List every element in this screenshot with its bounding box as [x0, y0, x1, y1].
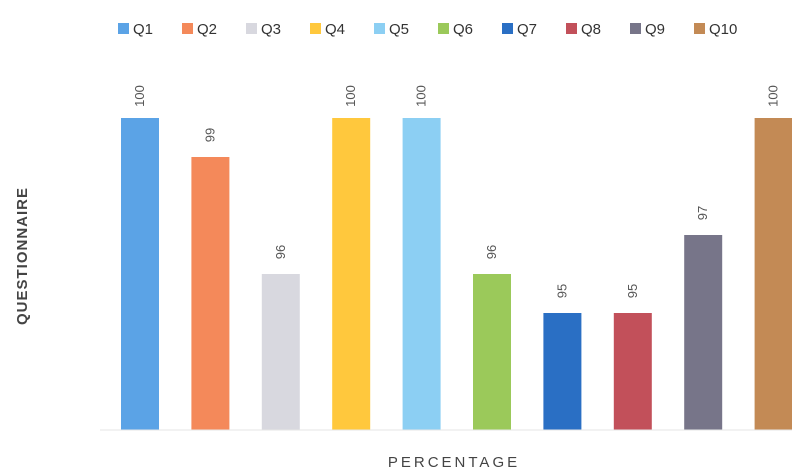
- legend-swatch-q7: [502, 23, 513, 34]
- bar-q9: [684, 235, 723, 430]
- legend-label-q2: Q2: [197, 21, 217, 38]
- bars: [121, 118, 792, 430]
- legend-label-q3: Q3: [261, 21, 281, 38]
- bar-q10: [754, 118, 792, 430]
- data-label-q6: 96: [484, 245, 499, 259]
- legend-swatch-q5: [374, 23, 385, 34]
- legend-label-q9: Q9: [645, 21, 665, 38]
- data-label-q1: 100: [132, 85, 147, 107]
- bar-q3: [261, 274, 300, 430]
- bar-q5: [402, 118, 441, 430]
- legend-swatch-q10: [694, 23, 705, 34]
- legend-label-q7: Q7: [517, 21, 537, 38]
- data-label-q5: 100: [414, 85, 429, 107]
- bar-q8: [613, 313, 652, 430]
- data-label-q8: 95: [625, 284, 640, 298]
- legend-swatch-q6: [438, 23, 449, 34]
- data-labels: 100 99 96 100 100 96 95 95 97 100: [132, 85, 781, 298]
- legend-swatch-q4: [310, 23, 321, 34]
- bar-q4: [332, 118, 371, 430]
- data-label-q9: 97: [695, 206, 710, 220]
- legend-swatch-q9: [630, 23, 641, 34]
- legend-swatch-q8: [566, 23, 577, 34]
- bar-q7: [543, 313, 582, 430]
- data-label-q2: 99: [202, 128, 217, 142]
- legend-label-q4: Q4: [325, 21, 345, 38]
- legend: Q1 Q2 Q3 Q4 Q5 Q6 Q7 Q8 Q9 Q10: [118, 21, 737, 38]
- legend-swatch-q2: [182, 23, 193, 34]
- legend-label-q5: Q5: [389, 21, 409, 38]
- legend-label-q6: Q6: [453, 21, 473, 38]
- data-label-q4: 100: [343, 85, 358, 107]
- legend-swatch-q1: [118, 23, 129, 34]
- data-label-q7: 95: [554, 284, 569, 298]
- x-axis-label: PERCENTAGE: [388, 454, 520, 471]
- legend-label-q8: Q8: [581, 21, 601, 38]
- bar-q2: [191, 157, 230, 430]
- data-label-q3: 96: [273, 245, 288, 259]
- bar-q6: [473, 274, 511, 430]
- data-label-q10: 100: [766, 85, 781, 107]
- y-axis-label: QUESTIONNAIRE: [14, 187, 31, 325]
- legend-label-q10: Q10: [709, 21, 737, 38]
- legend-label-q1: Q1: [133, 21, 153, 38]
- legend-swatch-q3: [246, 23, 257, 34]
- bar-q1: [121, 118, 159, 430]
